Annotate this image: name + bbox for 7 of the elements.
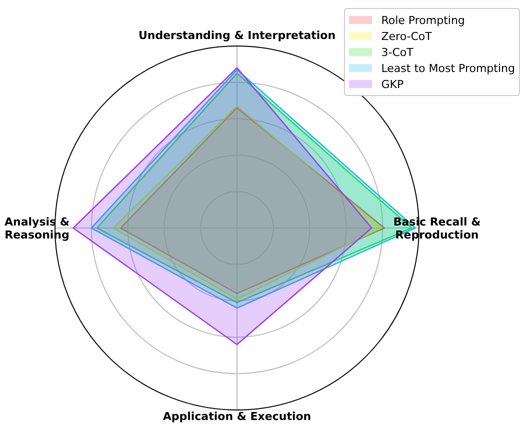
spoke-label: Understanding & Interpretation (138, 29, 336, 42)
legend-label: 3-CoT (381, 46, 414, 58)
spoke-label: Application & Execution (162, 410, 312, 423)
legend-label: GKP (381, 78, 404, 90)
legend-label: Zero-CoT (381, 30, 432, 42)
legend-label: Least to Most Prompting (381, 62, 515, 74)
legend-label: Role Prompting (381, 14, 465, 26)
